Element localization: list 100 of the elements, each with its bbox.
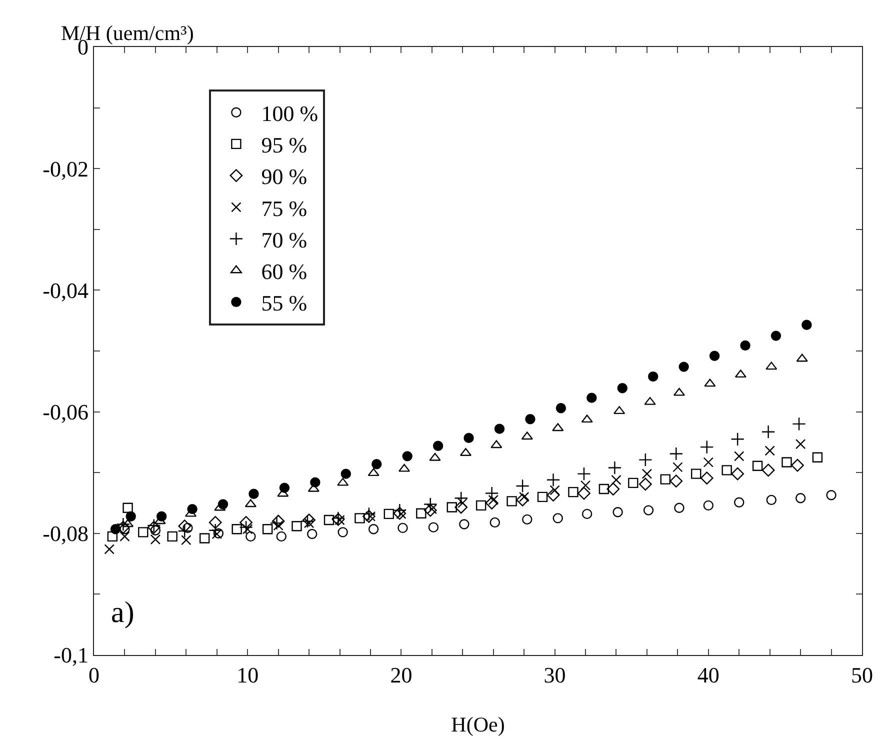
point <box>182 522 193 534</box>
point <box>292 521 302 532</box>
point <box>734 497 744 508</box>
point <box>398 522 408 534</box>
point <box>181 534 192 546</box>
point <box>232 524 242 534</box>
point <box>107 531 118 542</box>
legend-label: 60 % <box>261 258 308 284</box>
point <box>459 519 470 530</box>
point <box>464 432 474 444</box>
point <box>307 528 318 540</box>
legend-label: 70 % <box>261 227 308 252</box>
point <box>384 508 394 520</box>
point <box>644 396 656 405</box>
point <box>324 514 334 526</box>
point <box>454 491 468 506</box>
point <box>648 371 658 382</box>
legend-label: 90 % <box>261 164 308 190</box>
x-tick-label: 50 <box>851 662 873 688</box>
point <box>709 350 720 361</box>
point <box>276 531 286 542</box>
point <box>244 499 256 508</box>
point <box>537 492 548 502</box>
point <box>611 474 622 485</box>
point <box>484 486 499 500</box>
point <box>490 517 500 528</box>
point <box>138 527 148 538</box>
point <box>262 524 273 534</box>
point <box>556 403 566 414</box>
point <box>766 362 778 370</box>
x-tick-label: 30 <box>544 662 566 688</box>
point <box>240 516 253 529</box>
point <box>826 490 836 500</box>
point <box>126 511 136 522</box>
point <box>791 458 804 472</box>
y-tick-label: -0,04 <box>42 278 88 303</box>
point <box>116 517 130 532</box>
point <box>199 533 210 544</box>
point <box>550 485 560 496</box>
point <box>734 451 744 462</box>
point <box>310 477 320 488</box>
point <box>643 505 654 516</box>
point <box>110 524 121 534</box>
point <box>766 494 776 506</box>
point <box>150 534 161 545</box>
point <box>608 460 622 475</box>
point <box>670 474 683 488</box>
point <box>104 544 114 554</box>
point <box>660 474 670 484</box>
point <box>577 466 591 481</box>
point <box>546 473 560 487</box>
point <box>178 524 192 538</box>
point <box>424 504 437 517</box>
point <box>156 511 167 522</box>
point <box>516 479 530 493</box>
point <box>796 354 808 362</box>
point <box>669 446 684 461</box>
point <box>525 414 536 424</box>
point <box>764 446 775 456</box>
point <box>416 508 426 518</box>
point <box>337 478 349 486</box>
point <box>218 499 228 510</box>
point <box>368 524 379 534</box>
point <box>122 502 133 513</box>
point <box>432 440 444 451</box>
point <box>580 480 591 490</box>
point <box>150 525 161 536</box>
point <box>248 488 259 499</box>
point <box>279 482 290 493</box>
point <box>762 464 775 477</box>
point <box>638 478 652 491</box>
point <box>795 493 806 504</box>
legend-label: 75 % <box>261 196 308 221</box>
point <box>568 486 578 498</box>
y-tick-label: -0,08 <box>42 521 88 546</box>
point <box>691 468 702 479</box>
point <box>446 502 457 512</box>
point <box>522 514 532 525</box>
point <box>642 468 652 479</box>
point <box>730 432 744 446</box>
point <box>734 370 746 378</box>
point <box>490 440 502 448</box>
point <box>752 460 763 472</box>
x-tick-label: 20 <box>390 662 412 688</box>
point <box>678 362 689 372</box>
point <box>674 502 684 513</box>
point <box>246 531 256 542</box>
point <box>546 488 560 502</box>
point <box>770 330 782 341</box>
point <box>792 417 806 431</box>
point <box>703 500 714 511</box>
point <box>704 378 716 387</box>
point <box>178 520 192 533</box>
point <box>187 504 198 514</box>
point <box>239 520 253 534</box>
point <box>354 513 365 524</box>
point <box>428 522 439 532</box>
point <box>402 451 412 462</box>
point <box>372 458 382 470</box>
point <box>722 465 732 476</box>
